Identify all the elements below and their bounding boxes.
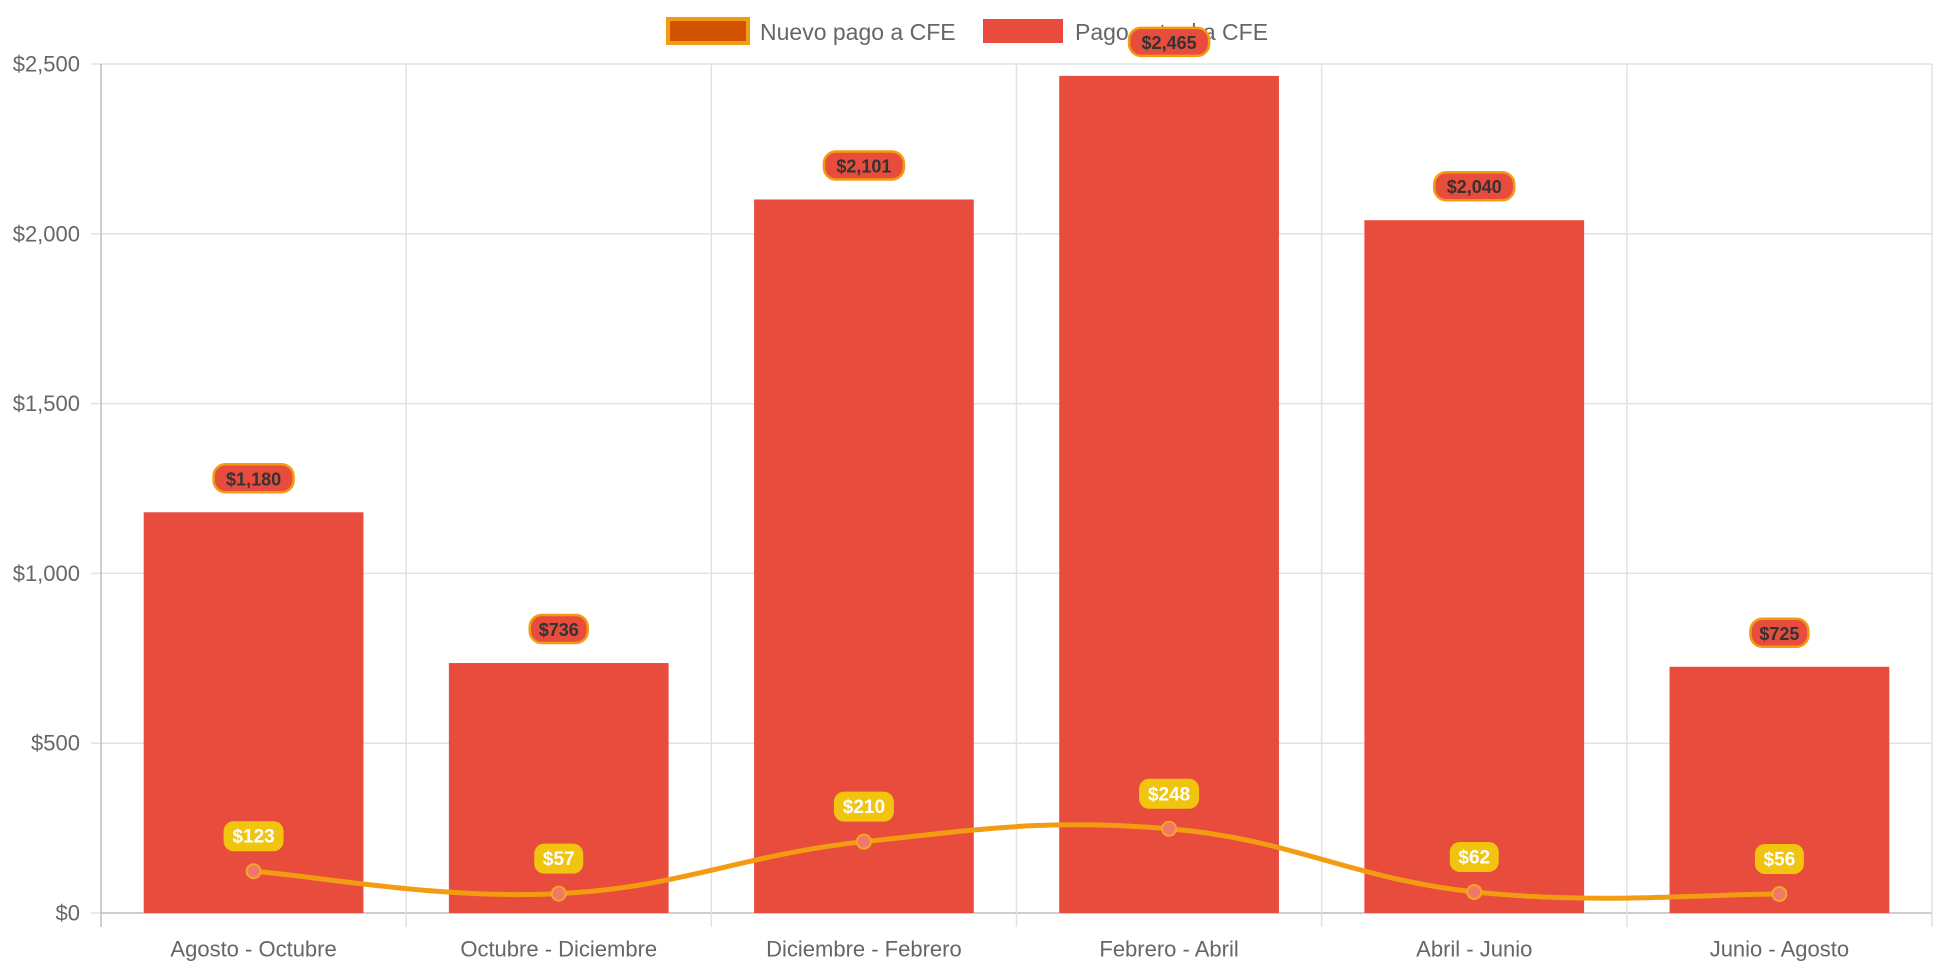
bar-data-label: $736 [539,620,579,640]
bar-data-label-bg [1749,617,1810,649]
bar [1669,666,1890,913]
axes: $0 $500 $1,000 $1,500 $2,000 $2,500 Agosto - O… [13,52,1849,962]
line-point [1466,883,1483,900]
bar [1059,75,1279,914]
y-tick-label: $0 [56,901,80,926]
x-tick-label: Abril - Junio [1416,937,1532,962]
line-point [855,833,872,850]
y-tick-label: $500 [31,731,80,756]
bar [1364,220,1585,913]
legend-label-nuevo: Nuevo pago a CFE [760,19,956,45]
x-tick-label: Octubre - Diciembre [460,937,657,962]
bar-data-label: $2,040 [1447,177,1502,197]
bar-data-label-bg [212,463,295,494]
line-data-label: $56 [1764,849,1796,870]
bar-data-label-bg [1433,170,1516,202]
bar-data-label: $725 [1759,624,1799,644]
line-data-label: $57 [543,849,575,870]
line-data-label: $248 [1148,784,1190,805]
bar-data-label-bg [822,150,906,181]
line-data-label-bg [1139,778,1200,809]
line-point [1161,820,1178,837]
y-tick-label: $1,000 [13,561,80,586]
line-data-label-bg [223,821,284,852]
x-tick-label: Diciembre - Febrero [766,937,962,962]
bar-series [143,75,1890,914]
data-labels: $1,180 $736 $2,101 $2,465 $2,040 $725 $123 $57 $… [212,26,1810,874]
y-tick-label: $2,500 [13,52,80,77]
line-series [245,820,1788,902]
legend-swatch-actual [983,19,1063,43]
line-point [245,863,262,880]
line-point [550,885,567,902]
line-data-label: $123 [232,827,274,848]
line-data-label: $210 [843,797,885,818]
bar-data-label: $2,101 [836,157,891,177]
line-data-label-bg [534,843,584,874]
bar-data-label-bg [1127,26,1211,58]
grid-lines [91,63,1933,927]
line-point [1771,885,1788,902]
series-line [253,822,1780,901]
bar [448,663,669,913]
legend-swatch-nuevo [666,17,750,45]
y-tick-label: $2,000 [13,221,80,246]
line-data-label: $62 [1458,847,1490,868]
line-data-label-bg [833,791,894,822]
line-data-label-bg [1754,843,1804,874]
line-data-label-bg [1449,841,1499,872]
bar-data-label: $1,180 [226,469,281,489]
x-tick-label: Agosto - Octubre [170,937,336,962]
bar-data-label-bg [528,613,589,645]
bar-data-label: $2,465 [1142,33,1197,53]
bar [143,512,364,913]
y-tick-label: $1,500 [13,391,80,416]
x-tick-label: Junio - Agosto [1710,937,1849,962]
x-tick-label: Febrero - Abril [1099,937,1238,962]
